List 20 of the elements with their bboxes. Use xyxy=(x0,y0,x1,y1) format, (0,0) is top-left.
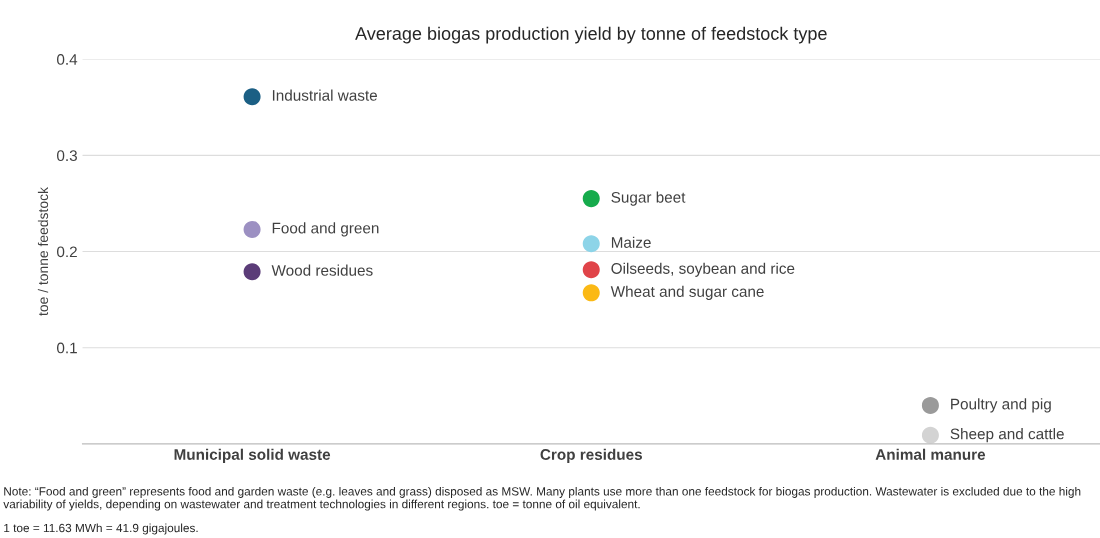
series-label: Industrial waste xyxy=(272,89,377,101)
y-tick-label: 0.2 xyxy=(57,246,77,258)
series-label: Maize xyxy=(611,236,651,248)
series-label: Wood residues xyxy=(271,264,373,276)
x-tick-label: Crop residues xyxy=(540,448,642,463)
x-tick-label: Animal manure xyxy=(875,448,986,460)
series-label: Sugar beet xyxy=(611,191,686,206)
y-axis-title: toe / tonne feedstock xyxy=(37,187,49,316)
series-label: Poultry and pig xyxy=(951,398,1051,413)
text: 1 toe = 11.63 MWh = 41.9 gigajoules. xyxy=(4,523,198,535)
y-tick-label: 0.4 xyxy=(57,54,78,65)
y-tick-label: 0.3 xyxy=(57,150,77,162)
series-label: Oilseeds, soybean and rice xyxy=(611,262,795,277)
text: Note: “Food and green” represents food and garden waste (e.g. leaves and grass) disposed as MSW. Many plants use more than one feedstock for biogas production. Wastewater is excluded due to the high variability of yields, depending on wastewater and treatment technologies in different regions. toe = tonne of oil equivalent. xyxy=(3,486,1081,511)
series-label: Wheat and sugar cane xyxy=(610,285,764,300)
series-label: Sheep and cattle xyxy=(950,428,1064,443)
series-label: Food and green xyxy=(272,222,379,237)
chart-title: Average biogas production yield by tonne of feedstock type xyxy=(355,26,827,44)
x-tick-label: Municipal solid waste xyxy=(174,448,331,463)
y-tick-label: 0.1 xyxy=(57,342,77,354)
